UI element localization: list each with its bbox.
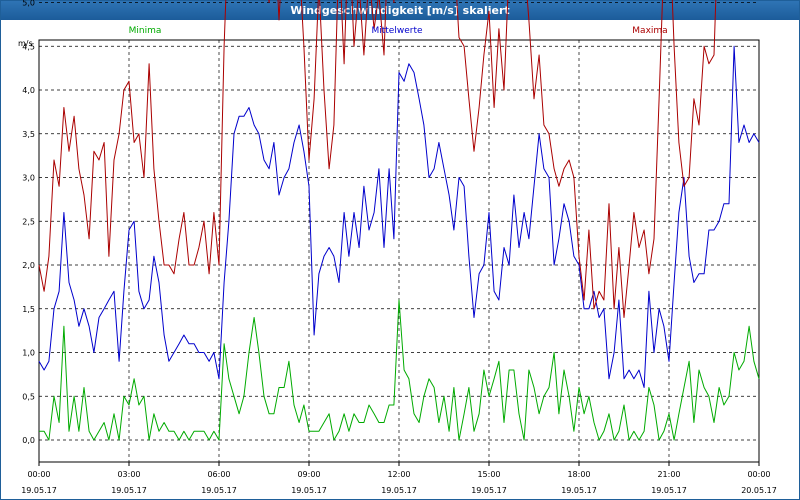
legend-label-mittelwerte: Mittelwerte: [371, 26, 422, 36]
x-tick-date-label: 19.05.17: [21, 486, 57, 495]
y-tick-label: 2,0: [22, 261, 35, 270]
x-tick-time-label: 06:00: [207, 470, 230, 479]
x-tick-date-label: 19.05.17: [561, 486, 597, 495]
x-tick-date-label: 19.05.17: [381, 486, 417, 495]
y-tick-label: 5,0: [22, 0, 35, 8]
legend-label-maxima: Maxima: [632, 26, 667, 36]
series-line-minima: [39, 299, 760, 441]
grid: [39, 2, 759, 462]
y-tick-label: 1,0: [22, 349, 35, 358]
x-tick-time-label: 15:00: [477, 470, 500, 479]
x-tick-time-label: 18:00: [567, 470, 590, 479]
x-tick-date-label: 19.05.17: [471, 486, 507, 495]
x-tick-time-label: 03:00: [117, 470, 140, 479]
y-axis-unit-label: m/s: [18, 39, 33, 48]
x-tick-date-label: 20.05.17: [741, 486, 777, 495]
x-tick-time-label: 09:00: [297, 470, 320, 479]
y-tick-label: 0,0: [22, 436, 35, 445]
y-tick-label: 1,5: [22, 305, 35, 314]
x-tick-time-label: 12:00: [387, 470, 410, 479]
series-line-maxima: [38, 0, 717, 318]
legend: Minima Mittelwerte Maxima: [129, 26, 668, 36]
x-tick-time-label: 00:00: [27, 470, 50, 479]
x-tick-date-label: 19.05.17: [201, 486, 237, 495]
x-tick-time-label: 21:00: [657, 470, 680, 479]
x-axis-ticks: 00:00 19.05.17 03:00 19.05.17 06:00 19.05.17 0…: [21, 462, 777, 495]
y-tick-label: 4,0: [22, 86, 35, 95]
x-tick-date-label: 19.05.17: [651, 486, 687, 495]
y-tick-label: 4,5: [22, 42, 35, 51]
x-tick-time-label: 00:00: [747, 470, 770, 479]
legend-label-minima: Minima: [129, 26, 162, 36]
series-line-mittelwerte: [38, 45, 760, 388]
y-tick-label: 2,5: [22, 217, 35, 226]
x-tick-date-label: 19.05.17: [111, 486, 147, 495]
y-tick-label: 3,5: [22, 130, 35, 139]
series-lines: [38, 0, 760, 441]
y-tick-label: 0,5: [22, 392, 35, 401]
y-tick-label: 3,0: [22, 174, 35, 183]
window-title: Windgeschwindigkeit [m/s] skaliert: [1, 1, 799, 20]
y-axis-ticks: 0,00,51,01,52,02,53,03,54,04,55,05,56,06…: [22, 0, 35, 445]
x-tick-date-label: 19.05.17: [291, 486, 327, 495]
